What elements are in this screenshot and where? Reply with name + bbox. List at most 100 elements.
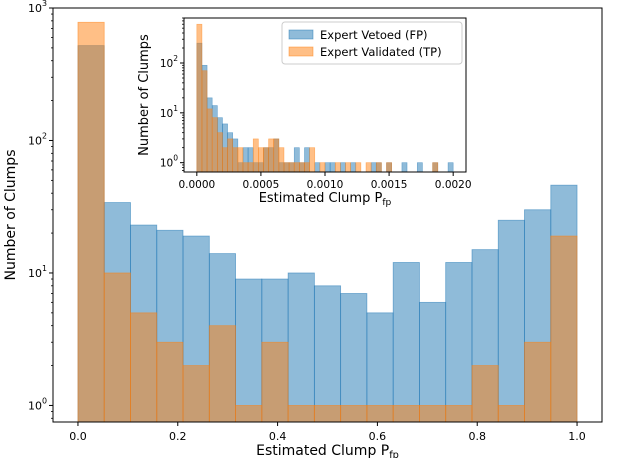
inset-y-minor-ticks — [182, 17, 184, 171]
inset-x-tick-label: 0.0020 — [435, 179, 472, 191]
inset-bar — [355, 162, 362, 173]
inset-bar — [324, 162, 331, 173]
main-bar — [419, 405, 447, 423]
inset-bar — [416, 162, 423, 173]
inset-bar — [273, 138, 280, 173]
inset-y-tick-label-exponent: 1 — [173, 104, 178, 113]
inset-bar — [206, 108, 213, 173]
inset-y-tick-label: 101 — [160, 104, 178, 120]
inset-bar — [247, 162, 254, 173]
main-bar — [235, 278, 263, 423]
main-bar — [103, 272, 131, 423]
main-series-tp — [77, 21, 578, 423]
legend-label: Expert Validated (TP) — [320, 45, 442, 59]
main-y-tick-label-base: 10 — [28, 2, 42, 15]
main-bar — [313, 405, 342, 423]
main-bar — [445, 405, 473, 423]
inset-y-tick-label: 102 — [160, 54, 178, 70]
inset-y-tick-label-base: 10 — [160, 108, 173, 120]
inset-y-axis-label: Number of Clumps — [137, 34, 152, 156]
main-y-tick-label: 101 — [28, 264, 47, 280]
main-bars — [77, 21, 578, 423]
inset-bar — [309, 147, 316, 173]
main-bar — [77, 21, 105, 423]
main-bar — [340, 293, 368, 423]
main-x-tick-label: 0.4 — [269, 430, 287, 443]
inset-x-tick-label: 0.0005 — [243, 179, 280, 191]
main-bar — [497, 405, 525, 423]
main-bar — [156, 341, 184, 423]
main-bar — [208, 325, 236, 423]
inset-bar — [304, 162, 310, 173]
inset-bar — [401, 162, 408, 173]
legend-swatch — [288, 46, 314, 57]
main-y-minor-ticks — [51, 13, 53, 419]
legend-swatch — [288, 29, 314, 40]
inset-bar — [288, 162, 295, 173]
main-y-tick-label: 102 — [28, 131, 47, 147]
inset-bar — [201, 70, 208, 173]
main-axes-frame — [52, 7, 603, 423]
main-bar — [235, 405, 263, 423]
inset-bar — [299, 162, 305, 173]
main-bar — [550, 235, 578, 423]
main-bar — [287, 272, 315, 423]
inset-bar — [258, 147, 264, 173]
main-bar — [392, 262, 420, 423]
inset-bar — [329, 162, 336, 173]
main-bar — [366, 312, 394, 423]
inset-y-tick-label: 100 — [160, 154, 178, 170]
main-x-ticks: 0.0 0.2 0.4 0.6 0.8 1.0 — [69, 422, 586, 443]
main-bar — [313, 285, 342, 423]
inset-bar — [196, 23, 203, 173]
inset-bar — [222, 147, 228, 173]
main-x-axis-label: Estimated Clump Pfp — [256, 443, 399, 458]
main-y-tick-label: 100 — [28, 396, 47, 412]
main-x-tick-label: 0.2 — [169, 430, 187, 443]
inset-bar — [345, 162, 351, 173]
main-bar — [287, 405, 315, 423]
main-bar — [366, 405, 394, 423]
main-x-tick-label: 0.6 — [369, 430, 387, 443]
inset-bar — [375, 162, 382, 173]
main-x-tick-label: 0.0 — [69, 430, 87, 443]
inset-bar — [447, 162, 454, 173]
main-x-axis-label-subscript: fp — [389, 450, 399, 458]
inset-bar — [340, 162, 346, 173]
inset-bar — [314, 162, 321, 173]
main-bar — [445, 262, 473, 423]
inset-bar — [334, 162, 341, 173]
main-y-tick-label-base: 10 — [28, 134, 42, 147]
inset-y-tick-label-base: 10 — [160, 158, 173, 170]
main-x-tick-label: 1.0 — [568, 430, 586, 443]
inset-bar — [227, 138, 234, 173]
inset-bar — [237, 147, 244, 173]
main-y-tick-label-base: 10 — [28, 399, 42, 412]
main-bar — [182, 365, 210, 423]
inset-bar — [211, 117, 218, 173]
main-y-tick-label-exponent: 2 — [42, 131, 47, 140]
inset-bar — [263, 147, 269, 173]
inset-bar — [432, 162, 439, 173]
inset-bar — [370, 162, 377, 173]
main-bar — [471, 365, 499, 423]
inset-bar — [319, 162, 326, 173]
inset-y-tick-label-base: 10 — [160, 58, 173, 70]
inset-x-tick-label: 0.0015 — [371, 179, 408, 191]
inset-bar — [268, 138, 275, 173]
main-y-axis-label: Number of Clumps — [3, 150, 19, 281]
inset-y-tick-label-exponent: 0 — [173, 154, 178, 163]
inset-bar — [217, 132, 223, 173]
legend-label: Expert Vetoed (FP) — [320, 28, 428, 42]
inset-y-tick-label-exponent: 2 — [173, 54, 178, 63]
main-bar — [524, 341, 552, 423]
inset-panel: 0.0000 0.0005 0.0010 0.0015 0.0020100101102E… — [137, 17, 472, 208]
main-bar — [261, 341, 289, 423]
main-y-tick-label-base: 10 — [28, 267, 42, 280]
inset-bars — [196, 23, 454, 173]
inset-x-axis-label-main: Estimated Clump P — [259, 191, 383, 206]
